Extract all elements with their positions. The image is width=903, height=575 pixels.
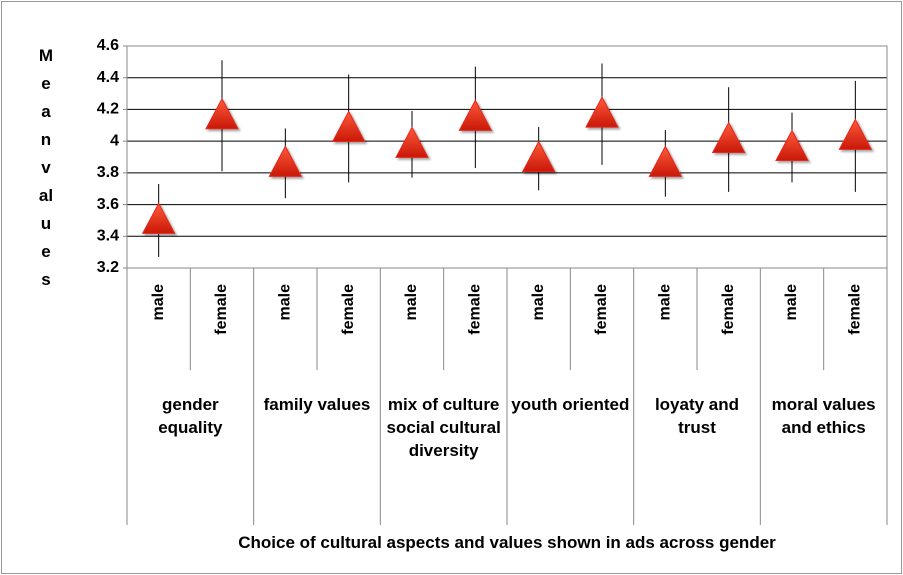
- group-label: gender equality: [158, 395, 223, 437]
- x-tick-label: female: [213, 284, 230, 335]
- x-tick-label: male: [277, 284, 294, 321]
- x-tick-label: female: [720, 284, 737, 335]
- y-tick-label: 4.4: [97, 69, 119, 86]
- marker: [648, 145, 683, 177]
- y-axis-label: Mean values: [38, 46, 56, 289]
- x-tick-label: female: [847, 284, 864, 335]
- marker: [585, 96, 619, 128]
- x-axis-label: Choice of cultural aspects and values sh…: [238, 533, 776, 552]
- y-tick-label: 3.6: [97, 196, 119, 213]
- group-label: youth oriented: [511, 395, 630, 414]
- x-tick-label: male: [530, 284, 547, 321]
- group-label: mix of culture social cultural diversity: [386, 395, 501, 460]
- y-tick-label: 4.6: [97, 37, 119, 54]
- marker: [395, 126, 429, 158]
- marker: [331, 110, 366, 142]
- marker: [458, 99, 493, 131]
- x-tick-label: male: [403, 284, 420, 321]
- x-tick-label: female: [593, 284, 610, 335]
- group-label: moral values and ethics: [771, 395, 876, 437]
- x-tick-label: male: [783, 284, 800, 321]
- marker: [521, 140, 556, 173]
- y-tick-label: 3.8: [97, 164, 119, 181]
- marker: [711, 121, 746, 154]
- group-label: family values: [263, 395, 371, 414]
- y-tick-label: 3.4: [97, 228, 119, 245]
- x-tick-label: male: [150, 284, 167, 321]
- y-tick-label: 4.2: [97, 101, 119, 118]
- marker: [838, 118, 873, 150]
- marker: [205, 97, 239, 130]
- group-label: loyaty and trust: [654, 395, 740, 437]
- marker: [141, 202, 176, 234]
- x-tick-label: male: [657, 284, 674, 321]
- plot-border: [126, 45, 888, 269]
- x-tick-label: female: [467, 284, 484, 335]
- y-tick-label: 4: [110, 132, 119, 149]
- y-tick-label: 3.2: [97, 259, 119, 276]
- marker: [268, 145, 303, 177]
- marker: [775, 129, 809, 161]
- x-tick-label: female: [340, 284, 357, 335]
